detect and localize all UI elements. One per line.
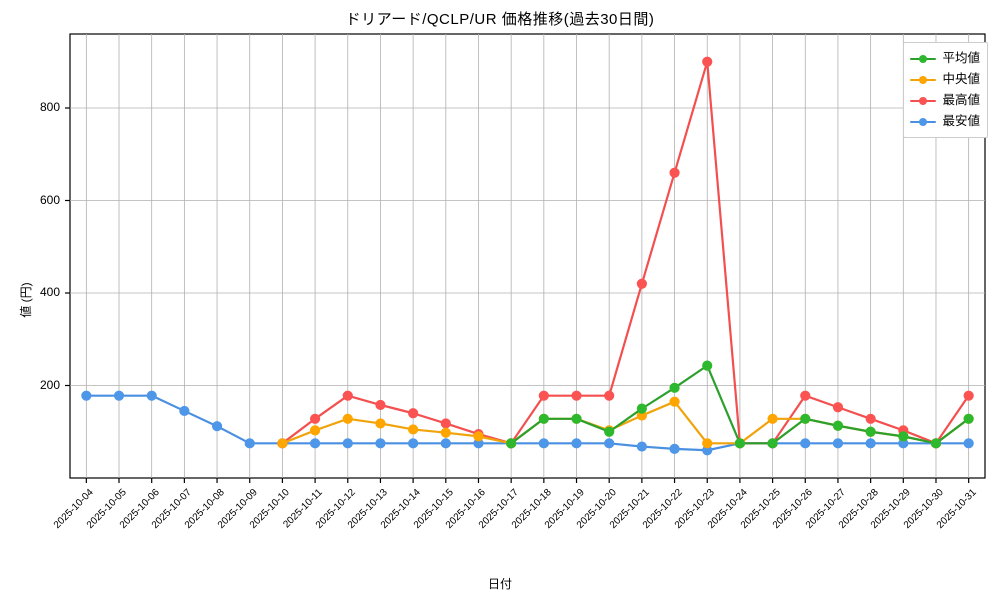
data-point bbox=[734, 438, 746, 449]
data-point bbox=[146, 390, 157, 401]
data-point bbox=[309, 425, 321, 436]
legend-label: 最高値 bbox=[942, 93, 980, 108]
series-0 bbox=[506, 360, 974, 449]
data-point bbox=[636, 403, 647, 414]
data-point bbox=[800, 390, 811, 401]
data-point bbox=[832, 402, 844, 413]
data-point bbox=[375, 399, 386, 411]
data-point bbox=[636, 441, 647, 452]
legend-swatch-icon bbox=[910, 116, 937, 128]
series-line bbox=[281, 60, 970, 445]
data-point bbox=[113, 390, 125, 401]
data-point bbox=[604, 438, 615, 449]
data-point bbox=[211, 421, 223, 432]
data-point bbox=[604, 390, 615, 401]
data-point bbox=[440, 427, 451, 438]
data-point bbox=[408, 438, 419, 449]
data-point bbox=[669, 396, 680, 407]
data-point bbox=[506, 438, 517, 449]
legend-label: 最安値 bbox=[942, 114, 980, 129]
legend-item[interactable]: 最高値 bbox=[910, 90, 980, 111]
data-point bbox=[832, 438, 844, 449]
legend-swatch-icon bbox=[910, 53, 937, 65]
data-point bbox=[669, 167, 680, 178]
data-point bbox=[408, 424, 419, 435]
data-point bbox=[702, 360, 713, 371]
legend-label: 中央値 bbox=[942, 72, 980, 87]
y-axis-tick-label: 600 bbox=[39, 192, 60, 207]
data-point bbox=[963, 413, 974, 424]
series-line bbox=[85, 394, 970, 452]
data-point bbox=[179, 405, 190, 417]
data-point bbox=[538, 413, 549, 424]
data-point bbox=[342, 438, 353, 449]
legend-swatch-icon bbox=[910, 74, 937, 86]
data-point bbox=[81, 390, 92, 401]
data-point bbox=[604, 426, 615, 437]
data-point bbox=[800, 438, 811, 449]
y-axis-tick-label: 800 bbox=[39, 100, 60, 114]
data-point bbox=[767, 438, 778, 449]
data-point bbox=[342, 390, 353, 401]
legend-label: 平均値 bbox=[942, 51, 980, 66]
data-point bbox=[244, 438, 255, 449]
data-point bbox=[571, 413, 582, 424]
legend-item[interactable]: 中央値 bbox=[910, 69, 980, 90]
data-point bbox=[309, 413, 321, 424]
data-point bbox=[538, 390, 549, 401]
legend-item[interactable]: 平均値 bbox=[910, 48, 980, 69]
data-point bbox=[832, 420, 844, 431]
data-point bbox=[702, 438, 713, 449]
data-point bbox=[375, 418, 386, 429]
y-axis-tick-label: 400 bbox=[39, 285, 60, 299]
y-axis-tick-label: 200 bbox=[39, 377, 60, 392]
data-point bbox=[571, 438, 582, 449]
data-point bbox=[930, 438, 942, 449]
data-point bbox=[375, 438, 386, 449]
data-point bbox=[309, 438, 321, 449]
data-point bbox=[800, 413, 811, 424]
legend-item[interactable]: 最安値 bbox=[910, 111, 980, 132]
x-axis-label: 日付 bbox=[487, 577, 512, 591]
data-point bbox=[669, 382, 680, 393]
chart-title: ドリアード/QCLP/UR 価格推移(過去30日間) bbox=[345, 11, 655, 28]
data-point bbox=[865, 426, 876, 437]
data-point bbox=[538, 438, 549, 449]
data-point bbox=[277, 438, 288, 449]
data-point bbox=[636, 278, 647, 289]
data-point bbox=[865, 438, 876, 449]
data-point bbox=[473, 431, 484, 442]
data-point bbox=[767, 413, 778, 424]
data-point bbox=[898, 431, 909, 442]
legend-swatch-icon bbox=[910, 95, 937, 107]
data-point bbox=[571, 390, 582, 401]
data-point bbox=[669, 443, 680, 454]
data-point bbox=[702, 56, 713, 67]
data-point bbox=[440, 418, 451, 429]
chart-legend: 平均値中央値最高値最安値 bbox=[903, 42, 988, 138]
data-point bbox=[408, 408, 419, 419]
data-point bbox=[342, 413, 353, 424]
data-point bbox=[865, 413, 876, 424]
data-point bbox=[440, 438, 451, 449]
data-point bbox=[963, 390, 974, 401]
data-point bbox=[963, 438, 974, 449]
